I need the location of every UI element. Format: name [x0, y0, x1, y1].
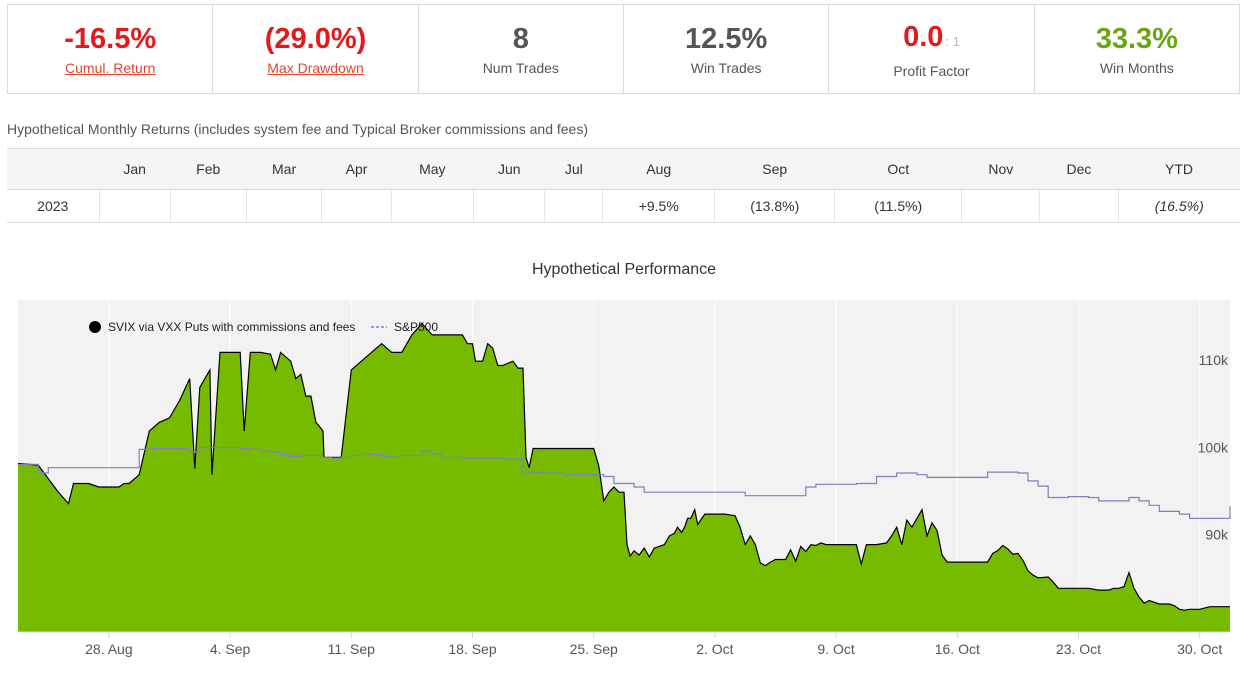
series-area-svix [18, 323, 1230, 632]
x-tick-label: 9. Oct [817, 641, 854, 657]
header-month: Sep [714, 148, 835, 190]
cell-may [391, 189, 475, 223]
stat-value: 8 [512, 23, 529, 55]
stat-cumulative-return[interactable]: -16.5% Cumul. Return [8, 5, 214, 93]
header-month: Apr [321, 148, 392, 190]
legend-marker-svix[interactable] [89, 321, 101, 333]
x-tick-label: 18. Sep [448, 641, 496, 657]
stat-label: Win Trades [690, 60, 762, 76]
stat-label: Num Trades [482, 60, 559, 76]
header-ytd: YTD [1118, 148, 1240, 190]
stat-value: -16.5% [64, 23, 157, 55]
stat-max-drawdown[interactable]: (29.0%) Max Drawdown [213, 5, 419, 93]
header-month: Feb [170, 148, 247, 190]
cell-jun [473, 189, 546, 223]
x-tick-label: 4. Sep [210, 641, 251, 657]
x-tick-label: 23. Oct [1056, 641, 1101, 657]
header-month: Jun [473, 148, 545, 190]
chart-series [17, 322, 1231, 632]
stat-label: Win Months [1099, 60, 1174, 76]
cell-feb [170, 189, 247, 223]
series-line-sp500 [18, 447, 1231, 519]
legend-label-svix[interactable]: SVIX via VXX Puts with commissions and f… [108, 320, 355, 334]
stat-label: Profit Factor [893, 62, 970, 79]
x-tick-label: 16. Oct [935, 641, 980, 657]
y-tick-label: 110k [1199, 352, 1229, 368]
cell-apr [321, 189, 392, 223]
header-month: Dec [1039, 148, 1118, 190]
stat-win-trades: 12.5% Win Trades [624, 5, 830, 93]
row-year: 2023 [7, 189, 100, 223]
header-month: May [391, 148, 474, 190]
cell-aug: +9.5% [602, 189, 716, 223]
x-tick-label: 30. Oct [1177, 641, 1222, 657]
table-header-row: Jan Feb Mar Apr May Jun Jul Aug Sep Oct … [7, 148, 1240, 190]
header-year [7, 148, 99, 190]
stat-profit-factor: 0.0: 1 Profit Factor [829, 5, 1035, 93]
header-month: Jan [99, 148, 171, 190]
cell-nov [961, 189, 1041, 223]
x-tick-label: 25. Sep [570, 641, 618, 657]
profit-factor-ratio: : 1 [945, 33, 960, 49]
monthly-returns-caption: Hypothetical Monthly Returns (includes s… [7, 121, 588, 137]
x-axis: 28. Aug 4. Sep 11. Sep 18. Sep 25. Sep 2. Oct… [18, 631, 1230, 657]
y-tick-label: 100k [1198, 439, 1229, 455]
cell-ytd: (16.5%) [1118, 189, 1240, 223]
series-line-svix [17, 322, 1230, 611]
cell-mar [246, 189, 323, 223]
table-row: 2023 +9.5% (13.8%) (11.5%) (16.5%) [7, 189, 1240, 223]
stat-label-link[interactable]: Cumul. Return [65, 60, 156, 76]
chart-legend[interactable]: SVIX via VXX Puts with commissions and f… [89, 320, 438, 334]
stat-win-months: 33.3% Win Months [1035, 5, 1239, 93]
header-month: Oct [834, 148, 962, 190]
stats-bar: -16.5% Cumul. Return (29.0%) Max Drawdow… [7, 4, 1240, 94]
chart-title: Hypothetical Performance [531, 261, 717, 278]
stat-num-trades: 8 Num Trades [419, 5, 624, 93]
x-tick-label: 2. Oct [696, 641, 733, 657]
cell-jul [544, 189, 604, 223]
x-tick-label: 11. Sep [328, 641, 375, 657]
header-month: Nov [961, 148, 1040, 190]
header-month: Mar [246, 148, 322, 190]
y-tick-label: 90k [1205, 527, 1229, 543]
stat-value: (29.0%) [264, 23, 367, 55]
stat-value: 0.0: 1 [829, 20, 1033, 59]
legend-label-sp500[interactable]: S&P500 [394, 320, 438, 334]
cell-sep: (13.8%) [714, 189, 836, 223]
cell-dec [1039, 189, 1119, 223]
header-month: Jul [544, 148, 603, 190]
x-tick-label: 28. Aug [85, 641, 133, 657]
cell-jan [99, 189, 171, 223]
profit-factor-value: 0.0 [903, 20, 944, 53]
y-axis: 90k 100k 110k [1198, 352, 1229, 543]
header-month: Aug [602, 148, 715, 190]
monthly-returns-table: Jan Feb Mar Apr May Jun Jul Aug Sep Oct … [7, 148, 1240, 223]
stat-label-link[interactable]: Max Drawdown [267, 60, 364, 76]
stat-value: 33.3% [1095, 23, 1178, 55]
stat-value: 12.5% [685, 23, 768, 55]
cell-oct: (11.5%) [834, 189, 963, 223]
